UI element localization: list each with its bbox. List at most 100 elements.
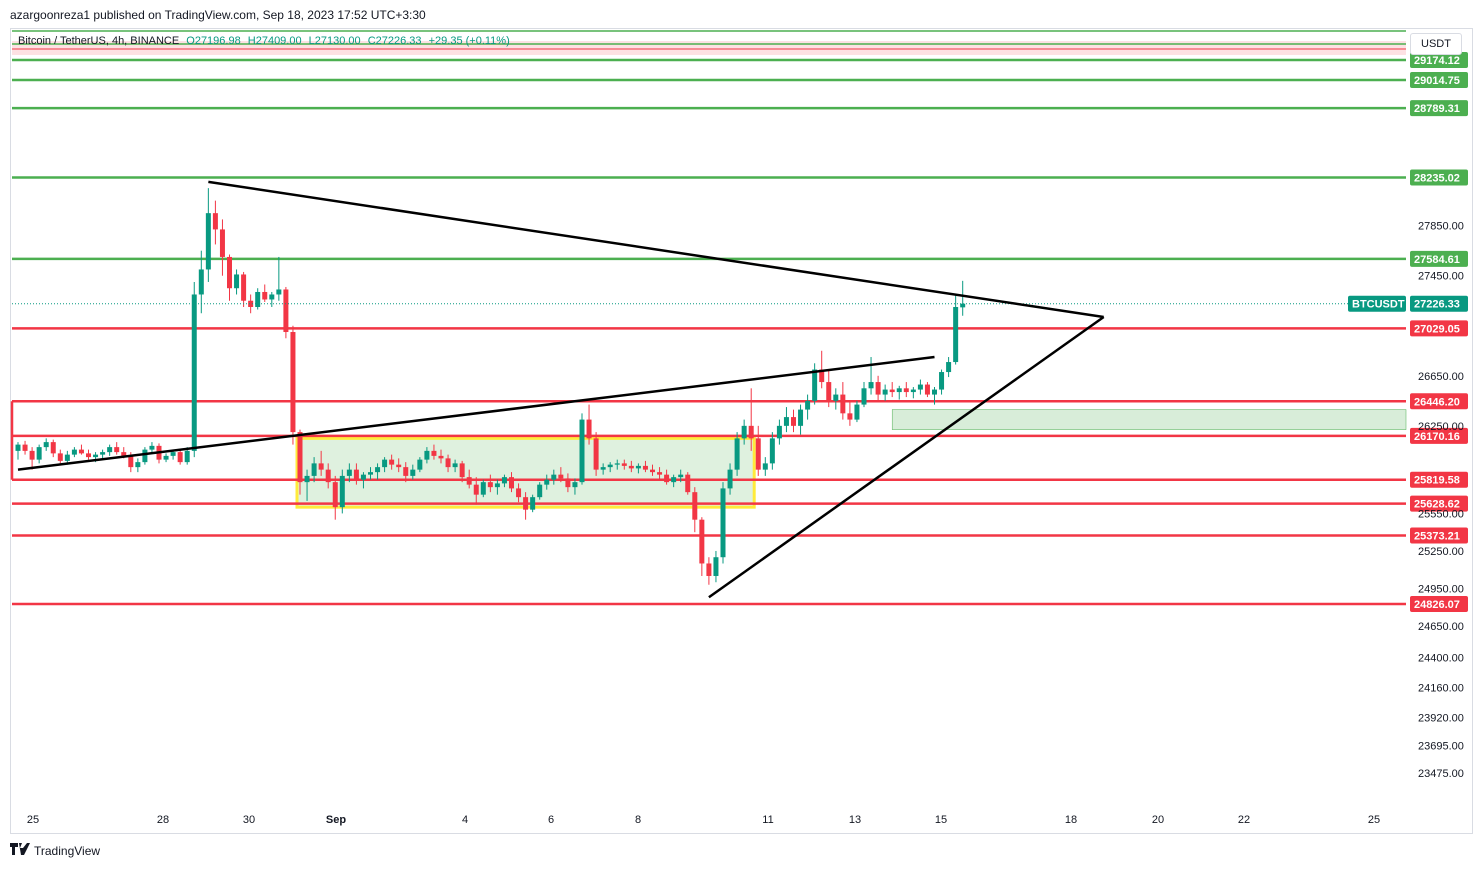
candle-body [903, 388, 909, 393]
candle-body [494, 483, 500, 488]
candle-body [953, 306, 959, 363]
candle-body [332, 482, 338, 508]
last-price-label: 27226.33 [1414, 299, 1460, 311]
candle-body [248, 300, 254, 307]
candle-body [523, 497, 529, 510]
level-label-bg [1410, 169, 1468, 186]
candle-body [241, 274, 247, 301]
candle-body [798, 409, 804, 426]
candle-body [121, 452, 127, 456]
candle-body [692, 492, 698, 520]
candle-body [889, 389, 895, 393]
level-label: 29174.12 [1414, 55, 1460, 67]
candle-body [840, 394, 846, 414]
candle-body [255, 291, 261, 307]
candle-body [353, 469, 359, 480]
y-tick-label: 23475.00 [1418, 768, 1464, 780]
candle-body [29, 450, 35, 460]
candle-body [607, 464, 613, 468]
x-tick-label: 30 [243, 814, 255, 826]
candle-body [946, 362, 952, 373]
level-label: 24826.07 [1414, 599, 1460, 611]
publish-header: azargoonreza1 published on TradingView.c… [10, 8, 426, 22]
trendlines-layer [17, 180, 1105, 599]
level-label: 27029.05 [1414, 323, 1460, 335]
x-tick-label: 4 [462, 814, 468, 826]
candle-body [473, 484, 479, 495]
candle-body [142, 449, 148, 463]
y-tick-label: 26650.00 [1418, 371, 1464, 383]
footer: TradingView [10, 843, 100, 858]
candle-body [219, 229, 225, 257]
candle-body [875, 382, 881, 395]
candle-body [586, 419, 592, 439]
candle-body [403, 467, 409, 476]
candle-body [657, 472, 663, 475]
trendline [208, 180, 1104, 319]
candle-body [107, 447, 113, 453]
candle-body [847, 413, 853, 420]
candle-body [910, 389, 916, 393]
candle-body [78, 449, 84, 454]
candle-body [480, 482, 486, 495]
candle-body [445, 458, 451, 468]
candle-body [544, 479, 550, 485]
y-tick-label: 24650.00 [1418, 621, 1464, 633]
x-tick-label: 25 [1368, 814, 1380, 826]
candle-body [720, 488, 726, 558]
candle-body [642, 465, 648, 470]
candle-body [15, 444, 21, 451]
candle-body [812, 369, 818, 401]
candle-body [163, 455, 169, 460]
level-label-bg [1410, 596, 1468, 612]
candle-body [50, 442, 56, 454]
level-label: 25373.21 [1414, 531, 1460, 543]
candle-body [762, 463, 768, 470]
level-label-bg [1410, 471, 1468, 488]
candle-body [896, 388, 902, 393]
legend-symbol: Bitcoin / TetherUS, 4h, BINANCE [18, 35, 180, 47]
zones-layer [295, 409, 1407, 509]
candle-body [459, 463, 465, 478]
candle-body [783, 417, 789, 426]
candle-body [861, 388, 867, 405]
y-tick-label: 23695.00 [1418, 741, 1464, 753]
x-tick-label: 13 [849, 814, 861, 826]
y-tick-label: 27850.00 [1418, 221, 1464, 233]
candle-body [769, 438, 775, 464]
candle-body [727, 469, 733, 489]
candle-body [516, 488, 522, 498]
candle-body [530, 497, 536, 510]
currency-selector[interactable]: USDT [1410, 33, 1462, 55]
candle-body [184, 450, 190, 463]
x-tick-label: 22 [1238, 814, 1250, 826]
candle-body [939, 372, 945, 390]
levels-layer: 29174.12 29014.75 28789.31 28235.02 27584.61… [10, 52, 1468, 612]
candle-body [36, 447, 42, 460]
candle-body [960, 303, 966, 308]
candle-body [452, 463, 458, 468]
legend-close: C27226.33 [367, 35, 422, 47]
candle-body [558, 474, 564, 479]
level-label: 29014.75 [1414, 75, 1460, 87]
candle-body [269, 294, 275, 300]
candle-body [791, 417, 796, 426]
last-price-label-bg [1410, 295, 1468, 312]
x-tick-label: 25 [27, 814, 39, 826]
candle-body [86, 453, 91, 458]
legend-high: H27409.00 [247, 35, 302, 47]
candle-body [924, 384, 930, 395]
candle-body [706, 563, 712, 576]
candle-body [537, 484, 543, 498]
candle-body [57, 453, 63, 461]
candle-body [713, 557, 719, 576]
candle-body [854, 404, 860, 420]
trendline [708, 315, 1105, 599]
level-label: 28235.02 [1414, 172, 1460, 184]
candle-body [551, 474, 557, 480]
candle-body [382, 459, 388, 468]
footer-brand[interactable]: TradingView [34, 843, 101, 858]
level-label: 26446.20 [1414, 396, 1460, 408]
candle-body [755, 438, 761, 470]
